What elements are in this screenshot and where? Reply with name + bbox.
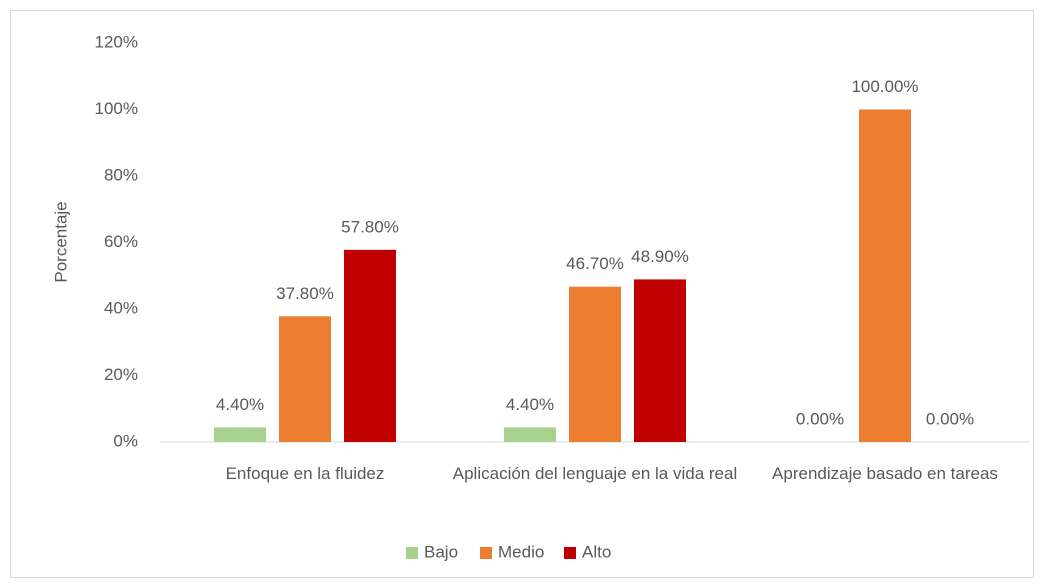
y-tick-label: 20% — [104, 365, 138, 384]
y-tick-label: 0% — [113, 431, 138, 450]
legend-label: Alto — [582, 542, 611, 561]
legend-label: Bajo — [424, 542, 458, 561]
legend-swatch — [406, 547, 418, 559]
bar — [214, 427, 266, 442]
data-label: 4.40% — [506, 395, 554, 414]
data-label: 0.00% — [796, 409, 844, 428]
data-label: 4.40% — [216, 395, 264, 414]
legend-swatch — [564, 547, 576, 559]
x-tick-label: Enfoque en la fluidez — [225, 464, 385, 483]
legend-label: Medio — [498, 542, 544, 561]
legend-swatch — [480, 547, 492, 559]
bar — [504, 427, 556, 442]
data-label: 57.80% — [341, 217, 399, 236]
y-tick-label: 80% — [104, 165, 138, 184]
y-tick-label: 100% — [95, 99, 138, 118]
bar — [344, 249, 396, 442]
data-label: 48.90% — [631, 247, 689, 266]
data-label: 46.70% — [566, 254, 624, 273]
data-label: 0.00% — [926, 409, 974, 428]
y-tick-label: 40% — [104, 298, 138, 317]
bar — [279, 316, 331, 442]
x-tick-label: Aplicación del lenguaje en la vida real — [452, 464, 738, 483]
y-axis-label: Porcentaje — [51, 201, 70, 282]
bar — [634, 279, 686, 442]
data-label: 37.80% — [276, 284, 334, 303]
x-tick-label: Aprendizaje basado en tareas — [772, 464, 998, 483]
data-label: 100.00% — [851, 77, 918, 96]
bar — [859, 109, 911, 442]
y-tick-label: 60% — [104, 232, 138, 251]
bar — [569, 286, 621, 442]
y-tick-label: 120% — [95, 32, 138, 51]
